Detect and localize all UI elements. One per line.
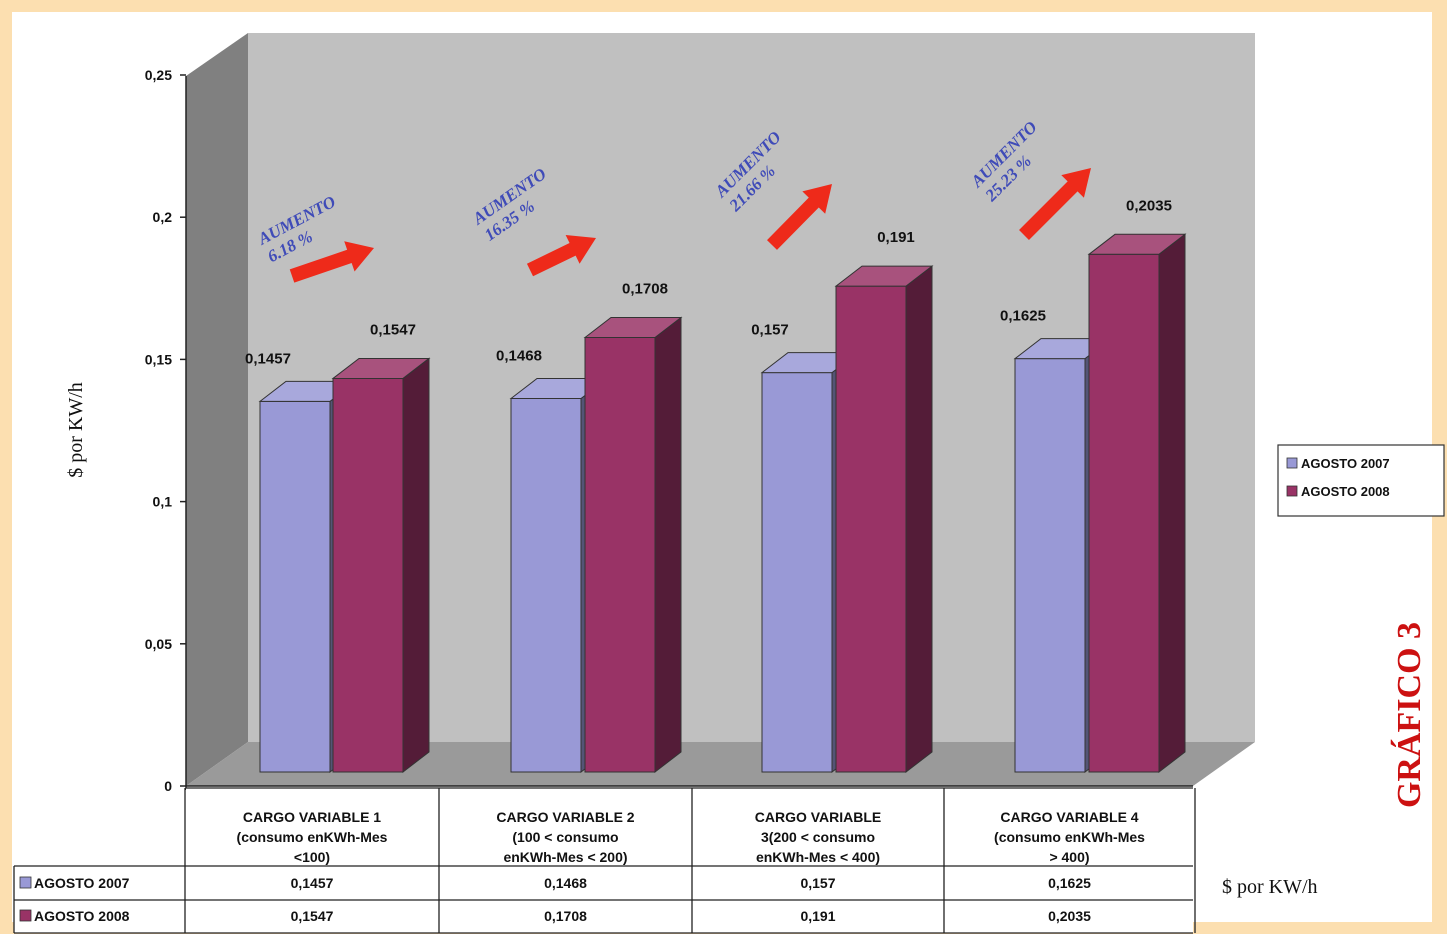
increase-arrow: [767, 184, 832, 250]
y-axis-ticks: 0 0,05 0,1 0,15 0,2 0,25: [145, 67, 186, 794]
bar-front: [761, 372, 833, 773]
legend-label: AGOSTO 2008: [1301, 484, 1390, 499]
category-label: (100 < consumo: [512, 829, 618, 845]
bar: [331, 357, 431, 774]
category-label: enKWh-Mes < 400): [756, 849, 880, 865]
y-tick-label: 0,1: [153, 494, 173, 510]
table-cell-value: 0,157: [800, 875, 835, 891]
bar-top: [583, 316, 683, 338]
bar: [583, 316, 683, 774]
bar-value-label: 0,2035: [1126, 197, 1172, 214]
side-wall: [186, 33, 248, 786]
bar-value-label: 0,1457: [245, 350, 291, 367]
bar-value-label: 0,1468: [496, 348, 542, 365]
category-label: (consumo enKWh-Mes: [237, 829, 388, 845]
bar-top: [1087, 233, 1187, 255]
bar-value-label: 0,1547: [370, 321, 416, 338]
table-cell-value: 0,1708: [544, 908, 587, 924]
category-label: 3(200 < consumo: [761, 829, 875, 845]
y-tick-label: 0,2: [153, 209, 173, 225]
category-label: CARGO VARIABLE: [755, 809, 882, 825]
bar-side: [654, 316, 682, 774]
bar-top: [834, 265, 934, 287]
bar-front: [1088, 253, 1160, 773]
legend-swatch: [1286, 457, 1298, 469]
bar-value-label: 0,1625: [1000, 308, 1046, 325]
bar-top: [331, 357, 431, 379]
legend-box: [1277, 444, 1445, 517]
category-label: enKWh-Mes < 200): [503, 849, 627, 865]
bar-front: [510, 398, 582, 773]
legend-swatch: [1286, 485, 1298, 497]
table-unit-label: $ por KW/h: [1222, 876, 1318, 898]
bar: [834, 265, 934, 774]
y-tick-label: 0,05: [145, 636, 172, 652]
bar-front: [332, 377, 404, 773]
bar: [1087, 233, 1187, 774]
table-cell-value: 0,2035: [1048, 908, 1091, 924]
category-label: CARGO VARIABLE 2: [496, 809, 634, 825]
table-cell-value: 0,1457: [291, 875, 334, 891]
plot-walls: [185, 33, 1255, 790]
increase-arrow: [526, 234, 596, 277]
bar-front: [259, 400, 331, 773]
bar-side: [1158, 233, 1186, 774]
category-label: CARGO VARIABLE 1: [243, 809, 381, 825]
chart-side-title: GRÁFICO 3: [1391, 622, 1428, 808]
bars: 0,1457 0,1468 0,157 0,1625 0,1547 0,1708 0,191…: [245, 197, 1187, 774]
bar-value-label: 0,1708: [622, 280, 668, 297]
bar-front: [584, 336, 656, 773]
data-table: CARGO VARIABLE 1 (consumo enKWh-Mes <100) C…: [13, 787, 1196, 934]
table-cell-value: 0,1468: [544, 875, 587, 891]
y-axis-label: $ por KW/h: [65, 382, 87, 478]
increase-arrow: [1019, 168, 1091, 240]
table-cell-value: 0,1547: [291, 908, 334, 924]
bar-value-label: 0,191: [877, 229, 915, 246]
table-cell-value: 0,191: [800, 908, 835, 924]
bar-front: [1014, 358, 1086, 773]
category-label: CARGO VARIABLE 4: [1000, 809, 1138, 825]
table-cell-value: 0,1625: [1048, 875, 1091, 891]
legend: AGOSTO 2007 AGOSTO 2008: [1277, 444, 1445, 517]
floor: [186, 742, 1255, 786]
legend-label: AGOSTO 2007: [1301, 456, 1390, 471]
bar-side: [402, 357, 430, 774]
bar-front: [835, 285, 907, 773]
table-series-swatch: [19, 876, 32, 889]
table-series-name: AGOSTO 2007: [34, 875, 130, 891]
category-label: > 400): [1049, 849, 1089, 865]
y-tick-label: 0: [164, 778, 172, 794]
category-label: (consumo enKWh-Mes: [994, 829, 1145, 845]
increase-arrow: [289, 241, 374, 283]
table-series-name: AGOSTO 2008: [34, 908, 130, 924]
y-tick-label: 0,15: [145, 351, 172, 367]
back-wall: [248, 33, 1255, 742]
y-tick-label: 0,25: [145, 67, 172, 83]
category-row-bg: [186, 788, 1193, 866]
table-series-swatch: [19, 909, 32, 922]
bar-side: [905, 265, 933, 774]
category-label: <100): [294, 849, 330, 865]
bar-value-label: 0,157: [751, 322, 789, 339]
